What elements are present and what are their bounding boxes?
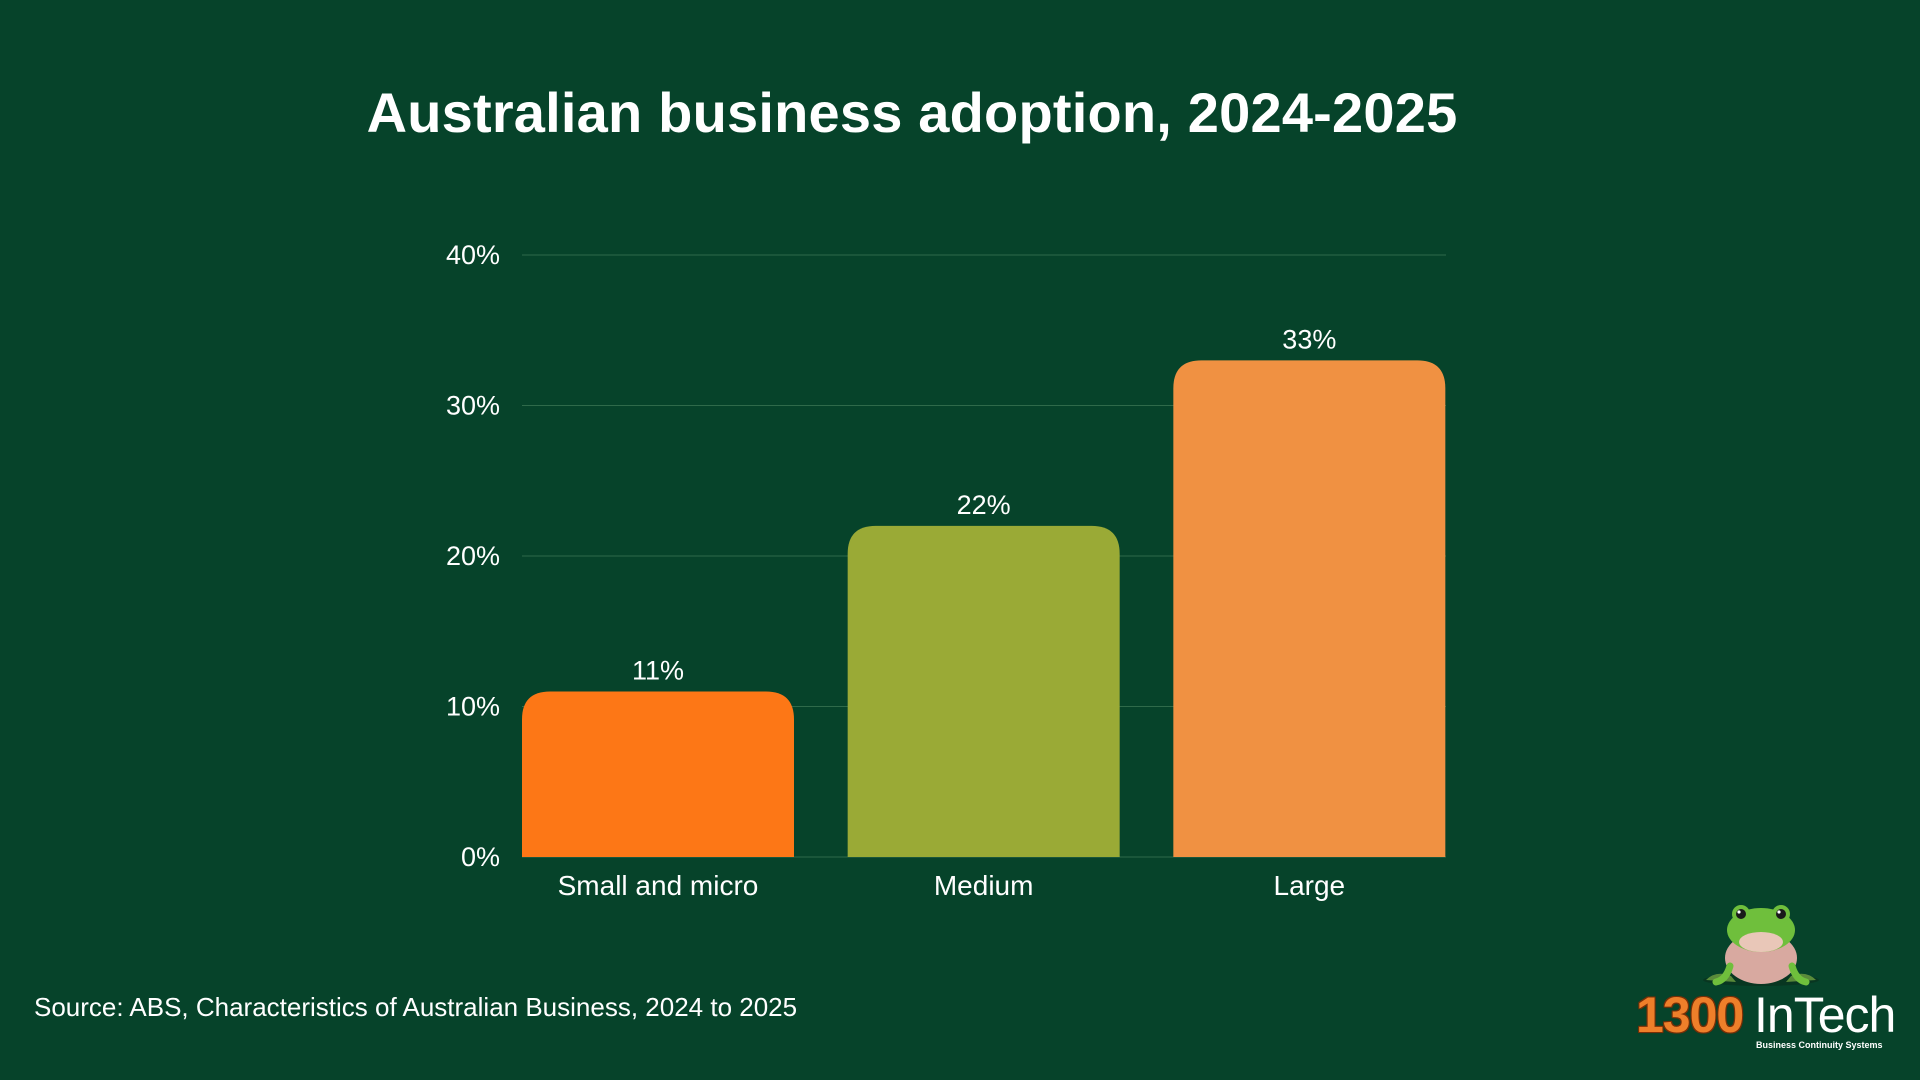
y-tick-label: 0% [461,842,500,872]
chart-title: Australian business adoption, 2024-2025 [366,81,1458,144]
logo-name: InTech [1754,987,1896,1043]
x-tick-label: Large [1274,870,1346,901]
y-tick-label: 10% [446,692,500,722]
x-axis-ticks: Small and micro Medium Large [558,870,1346,901]
bar-small-and-micro [522,691,794,857]
frog-icon [1703,905,1819,986]
y-tick-label: 20% [446,541,500,571]
bar-medium [847,525,1120,857]
brand-logo: 1300 InTech Business Continuity Systems [1630,900,1896,1060]
y-tick-label: 30% [446,391,500,421]
data-label: 33% [1282,324,1336,354]
logo-number: 1300 [1636,987,1744,1043]
x-tick-label: Medium [934,870,1034,901]
y-tick-label: 40% [446,240,500,270]
data-label: 22% [957,490,1011,520]
bars [522,360,1446,857]
y-axis-ticks: 0% 10% 20% 30% 40% [446,240,500,872]
bar-large [1173,360,1446,857]
data-label: 11% [632,655,684,685]
source-note: Source: ABS, Characteristics of Australi… [34,992,798,1022]
data-labels: 11% 22% 33% [632,324,1336,685]
logo-tagline: Business Continuity Systems [1756,1040,1883,1050]
x-tick-label: Small and micro [558,870,759,901]
